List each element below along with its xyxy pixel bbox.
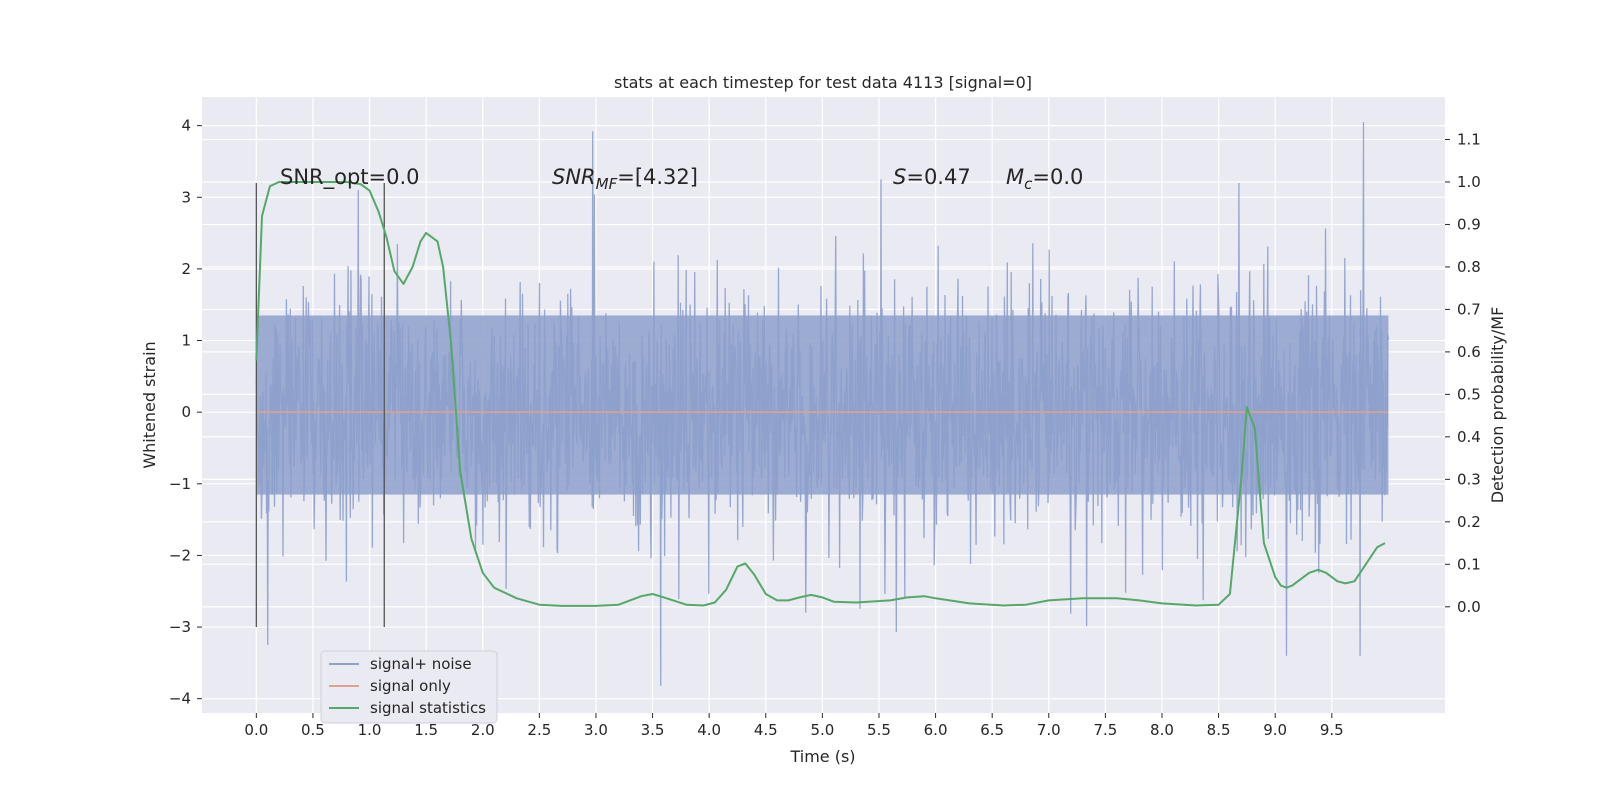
annotation-mc: Mc=0.0 — [1006, 165, 1083, 193]
legend-label-signal-noise: signal+ noise — [370, 655, 472, 673]
y-tick-label: 2 — [181, 260, 191, 278]
y-right-tick-label: 0.4 — [1457, 428, 1481, 446]
annotation-snr-mf-sub: MF — [596, 175, 618, 193]
x-tick-label: 3.5 — [641, 721, 665, 739]
annotation-snr-mf-value: =[4.32] — [617, 165, 698, 189]
chart-title: stats at each timestep for test data 411… — [614, 73, 1032, 92]
annotation-snr-mf-main: SNR — [552, 165, 596, 189]
annotation-s-main: S — [893, 165, 906, 189]
x-tick-label: 8.0 — [1150, 721, 1174, 739]
annotation-s: S=0.47 — [893, 165, 971, 189]
y-right-tick-label: 0.8 — [1457, 258, 1481, 276]
x-tick-label: 0.5 — [301, 721, 325, 739]
annotation-mc-value: =0.0 — [1032, 165, 1083, 189]
x-tick-label: 0.0 — [244, 721, 268, 739]
y-axis-label: Whitened strain — [140, 341, 159, 468]
vertical-lines — [255, 182, 385, 628]
annotation-snr-opt: SNR_opt=0.0 — [280, 165, 420, 190]
x-tick-label: 1.0 — [358, 721, 382, 739]
series-signal-noise-core — [256, 315, 1389, 495]
legend-label-signal-statistics: signal statistics — [370, 699, 486, 717]
y-tick-label: −2 — [169, 546, 191, 564]
x-tick-label: 1.5 — [414, 721, 438, 739]
y-right-tick-label: 0.5 — [1457, 385, 1481, 403]
x-tick-label: 6.0 — [924, 721, 948, 739]
y-right-tick-label: 0.6 — [1457, 343, 1481, 361]
x-tick-label: 8.5 — [1207, 721, 1231, 739]
y-tick-label: −3 — [169, 618, 191, 636]
x-tick-label: 7.5 — [1093, 721, 1117, 739]
y-right-tick-label: 1.0 — [1457, 173, 1481, 191]
x-tick-label: 5.0 — [810, 721, 834, 739]
annotation-mc-sub: c — [1024, 175, 1033, 193]
y-right-tick-label: 0.0 — [1457, 598, 1481, 616]
x-tick-label: 2.0 — [471, 721, 495, 739]
x-axis-label: Time (s) — [789, 747, 855, 766]
series-signal-statistics — [255, 181, 1386, 607]
x-tick-label: 9.5 — [1320, 721, 1344, 739]
x-tick-label: 5.5 — [867, 721, 891, 739]
y-axis-right-label: Detection probability/MF — [1488, 307, 1507, 504]
annotation-snr-mf: SNRMF=[4.32] — [552, 165, 698, 193]
stats-layer — [255, 181, 1386, 607]
y-right-tick-label: 0.2 — [1457, 513, 1481, 531]
y-tick-label: 0 — [181, 403, 191, 421]
y-right-tick-label: 0.9 — [1457, 215, 1481, 233]
annotation-s-value: =0.47 — [906, 165, 970, 189]
y-right-tick-label: 0.7 — [1457, 300, 1481, 318]
legend-label-signal-only: signal only — [370, 677, 451, 695]
x-tick-label: 3.0 — [584, 721, 608, 739]
x-tick-label: 4.0 — [697, 721, 721, 739]
annotation-mc-main: M — [1006, 165, 1024, 189]
y-tick-label: −1 — [169, 475, 191, 493]
x-tick-label: 2.5 — [527, 721, 551, 739]
noise-layer — [255, 122, 1390, 686]
x-tick-label: 4.5 — [754, 721, 778, 739]
ticks-layer: 0.0 0.5 1.0 1.5 2.0 2.5 3.0 3.5 4.0 4.5 5.0 5.5 6.0 6… — [169, 117, 1481, 739]
legend: signal+ noise signal only signal statist… — [320, 650, 498, 724]
y-right-tick-label: 0.3 — [1457, 470, 1481, 488]
legend-box — [320, 650, 498, 724]
x-tick-label: 9.0 — [1263, 721, 1287, 739]
y-right-tick-label: 1.1 — [1457, 130, 1481, 148]
y-tick-label: 4 — [181, 117, 191, 135]
y-tick-label: −4 — [169, 690, 191, 708]
y-tick-label: 3 — [181, 188, 191, 206]
x-tick-label: 7.0 — [1037, 721, 1061, 739]
y-right-tick-label: 0.1 — [1457, 555, 1481, 573]
y-tick-label: 1 — [181, 332, 191, 350]
x-tick-label: 6.5 — [980, 721, 1004, 739]
